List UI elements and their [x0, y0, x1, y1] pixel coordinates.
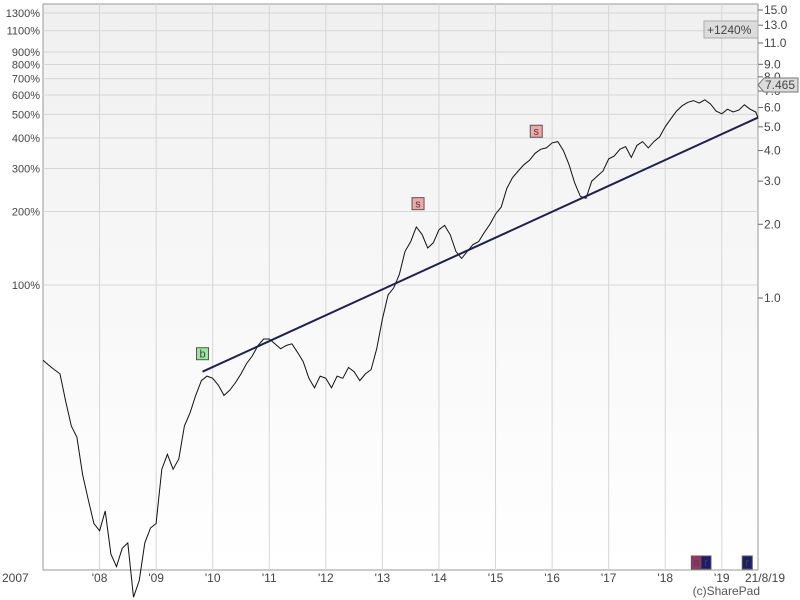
- right-tick-label: 6.0: [764, 100, 781, 114]
- left-tick-label: 400%: [12, 133, 40, 145]
- x-tick-label: '10: [205, 571, 221, 585]
- trade-marker-label: b: [199, 349, 205, 361]
- trade-marker-box: [196, 347, 210, 361]
- x-tick-label: '13: [375, 571, 391, 585]
- trade-marker-box: [411, 197, 425, 211]
- left-tick-label: 1100%: [7, 26, 41, 38]
- left-tick-label: 300%: [12, 163, 40, 175]
- gridlines: [43, 4, 758, 570]
- left-tick-label: 500%: [12, 109, 40, 121]
- credit-label: (c)SharePad: [692, 584, 760, 598]
- right-tick-label: 13.0: [764, 18, 788, 32]
- x-tick-label: '16: [544, 571, 560, 585]
- x-tick-label: '19: [714, 571, 730, 585]
- x-tick-label: '17: [601, 571, 617, 585]
- left-tick-label: 900%: [12, 47, 40, 59]
- x-tick-label: '11: [262, 571, 277, 585]
- left-tick-label: 200%: [12, 206, 40, 218]
- x-axis: 2007 '08 '09 '10 '11 '12 '13 '14 '15 '16 '17 '18 '19…: [2, 571, 785, 585]
- x-tick-label: '14: [431, 571, 447, 585]
- left-tick-label: 100%: [12, 280, 40, 292]
- x-tick-label: '09: [148, 571, 164, 585]
- right-tick-label: 15.0: [764, 3, 788, 17]
- event-marker-box: [700, 555, 712, 570]
- trendline[interactable]: [202, 116, 759, 373]
- plot-background: [42, 3, 759, 571]
- event-marker-label: a: [693, 557, 700, 569]
- right-tick-label: 1.0: [764, 291, 781, 305]
- right-axis: 15.013.011.09.08.07.06.05.04.03.02.01.0: [758, 3, 788, 305]
- x-tick-label: 2007: [2, 571, 29, 585]
- left-tick-label: 600%: [12, 90, 40, 102]
- left-tick-label: 800%: [12, 59, 40, 71]
- event-marker-label: r: [704, 557, 708, 569]
- last-price-text: 7.465: [765, 78, 795, 92]
- left-tick-label: 1300%: [6, 8, 40, 20]
- right-tick-label: 11.0: [764, 36, 787, 50]
- x-tick-label: 21/8/19: [745, 571, 785, 585]
- trade-marker-label: s: [534, 126, 540, 138]
- right-tick-label: 5.0: [764, 120, 781, 134]
- last-price-tag: 7.465: [757, 77, 799, 93]
- left-tick-label: 700%: [12, 74, 40, 86]
- right-tick-label: 2.0: [764, 217, 781, 231]
- x-tick-label: '12: [318, 571, 334, 585]
- trade-markers: b s s: [196, 124, 543, 361]
- left-axis: 1300% 1100% 900%800% 700% 600% 500% 400% 300% 20…: [6, 8, 40, 292]
- x-tick-label: '15: [488, 571, 504, 585]
- x-tick-label: '08: [92, 571, 108, 585]
- right-tick-label: 4.0: [764, 144, 781, 158]
- event-marker-label: r: [745, 557, 749, 569]
- trade-marker-box: [529, 124, 543, 138]
- performance-badge-text: +1240%: [707, 23, 752, 37]
- right-tick-label: 3.0: [764, 174, 781, 188]
- event-marker-box: [741, 555, 753, 570]
- price-series-line: [42, 99, 759, 598]
- performance-badge: +1240%: [703, 20, 759, 39]
- x-tick-label: '18: [657, 571, 673, 585]
- right-tick-label: 9.0: [764, 57, 781, 71]
- trade-marker-label: s: [415, 199, 421, 211]
